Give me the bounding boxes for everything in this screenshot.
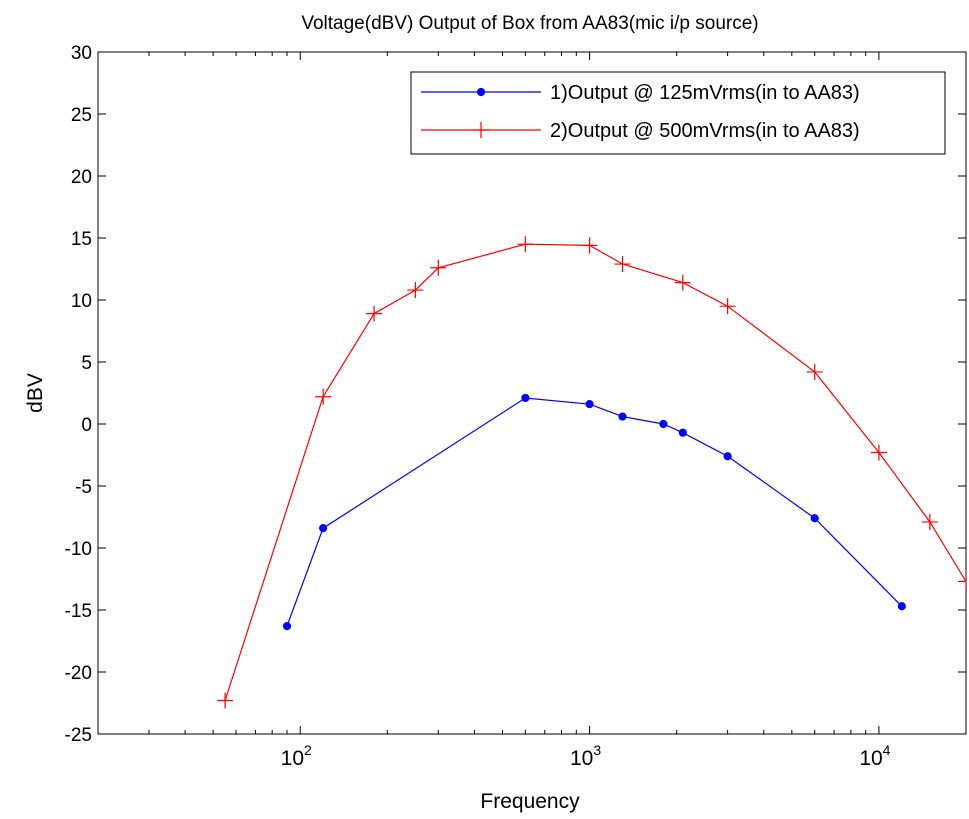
series-2-point bbox=[407, 282, 424, 299]
x-axis-label: Frequency bbox=[480, 790, 580, 813]
series-1-point bbox=[659, 419, 668, 429]
series-2-point bbox=[581, 237, 598, 254]
legend-swatch-marker bbox=[473, 122, 489, 138]
ticks-layer: -25 -20 -15 -10 -5 0 5 10 15 20 25 30 102 103 104 bbox=[65, 43, 967, 770]
series-2-line bbox=[224, 243, 966, 701]
series-1-point bbox=[810, 514, 819, 523]
series-2-point bbox=[719, 298, 736, 315]
legend-label: 1)Output @ 125mVrms(in to AA83) bbox=[550, 82, 860, 104]
series-2-point bbox=[430, 259, 447, 276]
series-1-point bbox=[897, 602, 906, 611]
series-2-point bbox=[870, 444, 887, 461]
legend-label: 2)Output @ 500mVrms(in to AA83) bbox=[550, 120, 860, 142]
series-layer bbox=[217, 236, 966, 709]
series-1-point bbox=[319, 524, 328, 533]
y-tick-label: 30 bbox=[71, 43, 92, 64]
y-tick-label: -20 bbox=[65, 663, 92, 684]
series-2-point bbox=[366, 305, 383, 322]
legend-swatch-marker bbox=[476, 87, 486, 97]
y-tick-label: 20 bbox=[71, 167, 92, 188]
series-1-point bbox=[678, 428, 687, 437]
y-tick-label: -25 bbox=[65, 725, 92, 746]
x-tick-label: 103 bbox=[570, 742, 601, 770]
plot-area-frame bbox=[97, 51, 967, 735]
x-tick-label: 104 bbox=[859, 742, 890, 770]
y-tick-label: 10 bbox=[71, 291, 92, 312]
chart-title: Voltage(dBV) Output of Box from AA83(mic… bbox=[301, 13, 758, 34]
series-1-line bbox=[286, 397, 903, 627]
series-2-point bbox=[517, 236, 534, 253]
series-1-point bbox=[723, 452, 732, 461]
series-2-point bbox=[806, 363, 823, 380]
x-tick-label: 102 bbox=[281, 742, 312, 770]
y-tick-label: -10 bbox=[65, 539, 92, 560]
legend: 1)Output @ 125mVrms(in to AA83) 2)Output … bbox=[410, 71, 946, 155]
y-tick-label: 15 bbox=[71, 229, 92, 250]
series-2-point bbox=[921, 513, 938, 530]
y-tick-label: 25 bbox=[71, 105, 92, 126]
series-2-point bbox=[958, 573, 966, 590]
y-tick-label: 0 bbox=[81, 415, 92, 436]
series-2-point bbox=[315, 388, 332, 405]
series-2-point bbox=[674, 274, 691, 291]
series-1-point bbox=[618, 412, 627, 421]
y-tick-label: -5 bbox=[75, 477, 92, 498]
legend-entry-2: 2)Output @ 500mVrms(in to AA83) bbox=[421, 120, 860, 142]
series-1-point bbox=[282, 622, 292, 631]
legend-box bbox=[410, 71, 946, 155]
series-1 bbox=[282, 393, 906, 631]
series-2 bbox=[217, 236, 966, 709]
axes-layer bbox=[97, 51, 967, 735]
y-tick-label: -15 bbox=[65, 601, 92, 622]
series-2-point bbox=[217, 692, 234, 709]
legend-entry-1: 1)Output @ 125mVrms(in to AA83) bbox=[421, 82, 860, 104]
series-2-point bbox=[614, 256, 631, 273]
series-1-point bbox=[521, 393, 530, 403]
y-axis-label: dBV bbox=[24, 373, 47, 413]
series-1-point bbox=[585, 400, 594, 409]
y-tick-label: 5 bbox=[81, 353, 92, 374]
